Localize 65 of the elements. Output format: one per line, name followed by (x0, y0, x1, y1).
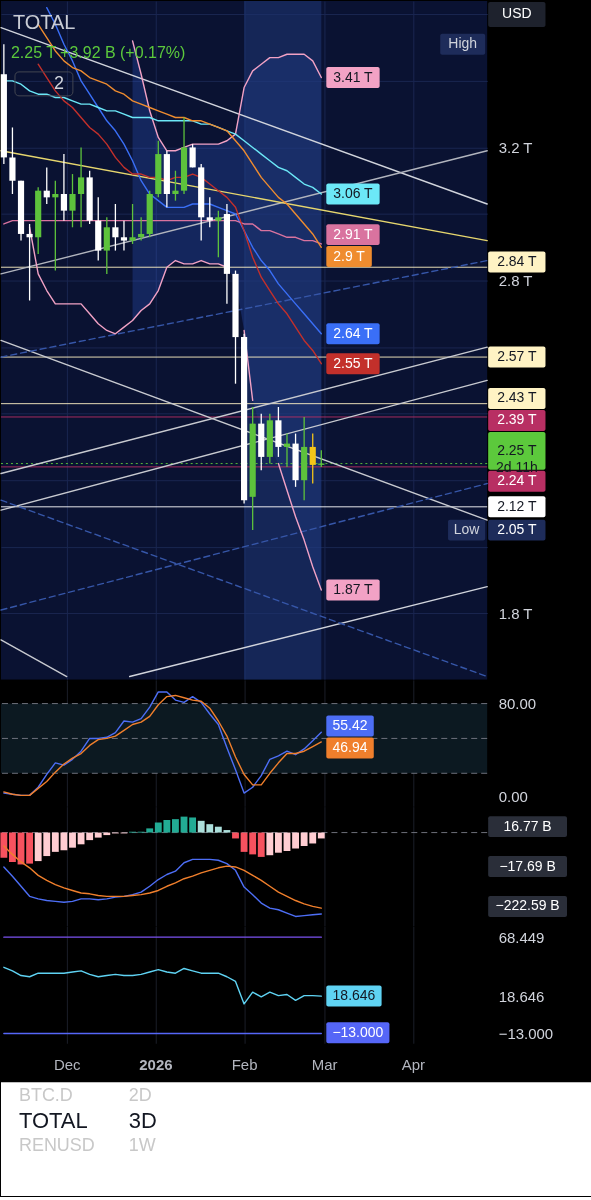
candlestick (120, 219, 128, 252)
text: TOTAL (18, 1108, 88, 1134)
text: −17.69 B (499, 857, 556, 874)
candlestick (309, 432, 316, 485)
data-label: 2.64 T (333, 324, 374, 341)
y-tick-label: 3.2 T (498, 138, 533, 156)
candlestick (129, 203, 136, 245)
bar (0, 832, 8, 858)
text: 2.05 T (497, 521, 537, 538)
candlestick (9, 126, 16, 195)
text: −222.59 B (495, 897, 560, 914)
text: 3D (128, 1108, 157, 1134)
candlestick (215, 210, 222, 258)
data-label: 46.94 (332, 739, 368, 756)
annotation: High (448, 35, 478, 52)
line-series (37, 63, 322, 365)
bar (257, 832, 265, 857)
y-tick-label: 80.00 (498, 695, 537, 713)
bar (69, 832, 76, 848)
ref-line-label: 2.43 T (497, 389, 537, 406)
bar (292, 832, 299, 849)
bar (172, 819, 179, 833)
line-series (3, 219, 322, 245)
candlestick (77, 146, 85, 228)
ref-line-label: 2.24 T (497, 472, 537, 489)
data-label: 3.41 T (333, 68, 374, 85)
ref-line-label: 2.39 T (497, 411, 537, 428)
annotation: Low (453, 521, 481, 538)
annotation: 2 (53, 72, 64, 93)
line-series (3, 966, 322, 1005)
y-tick-label: 18.646 (498, 987, 545, 1005)
candlestick (60, 153, 67, 222)
data-label: 3.06 T (333, 185, 374, 202)
text: USD (502, 5, 532, 22)
ref-line-label: 2.12 T (497, 497, 537, 514)
candlestick (103, 216, 110, 275)
bar (266, 832, 274, 856)
candlestick (206, 196, 213, 228)
data-label: 18.646 (332, 987, 376, 1004)
data-label: 55.42 (332, 717, 368, 734)
text: 16.77 B (503, 817, 552, 834)
y-tick-label: 1.8 T (498, 604, 533, 622)
bar (9, 832, 16, 862)
candlestick (69, 173, 76, 228)
x-tick-label: Apr (401, 1055, 425, 1073)
x-tick-label: Feb (231, 1055, 258, 1073)
ref-line-label: 2.84 T (497, 253, 537, 270)
x-tick-label: Dec (53, 1055, 82, 1073)
bar (274, 832, 282, 853)
x-tick-label: Mar (311, 1055, 338, 1073)
data-label: 2.91 T (333, 225, 374, 242)
y-tick-label: 0.00 (498, 788, 528, 806)
data-label: 2.9 T (333, 247, 366, 264)
x-tick-label: 2026 (139, 1055, 173, 1073)
data-label: −13.000 (332, 1023, 384, 1040)
data-label: 2.55 T (333, 354, 374, 371)
y-tick-label: 68.449 (498, 928, 545, 946)
candlestick (112, 203, 119, 252)
y-tick-label: 2.8 T (498, 272, 533, 290)
y-tick-label: −13.000 (498, 1025, 554, 1043)
bar (26, 832, 34, 864)
candlestick (172, 170, 179, 202)
ref-line-label: 2.57 T (497, 348, 537, 365)
bar (189, 817, 197, 833)
data-label: 1.87 T (333, 581, 374, 598)
